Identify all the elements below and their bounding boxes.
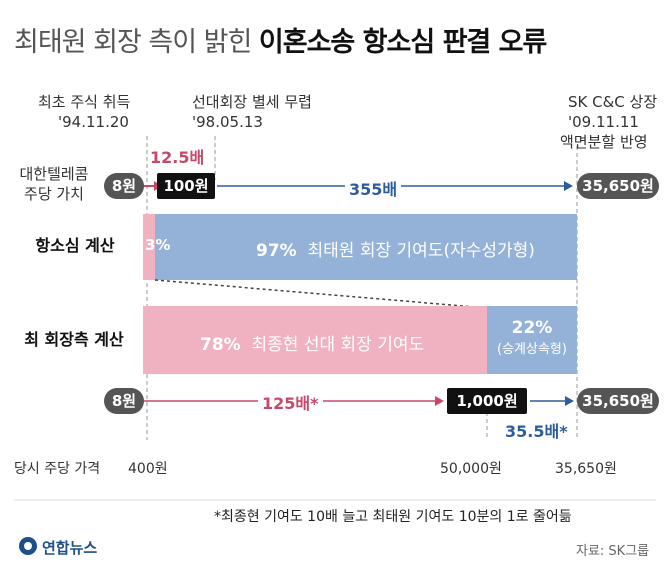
timeline-1994-date: '94.11.20 bbox=[58, 113, 129, 131]
choi-bar-right-22pct bbox=[487, 306, 577, 374]
choi-bar-left-78pct bbox=[143, 306, 487, 374]
row2-mult-red: 125배* bbox=[258, 390, 323, 414]
choi-right-desc: (승계상속형) bbox=[497, 342, 567, 357]
axis-label: 당시 주당 가격 bbox=[14, 461, 101, 477]
row1-label: 대한텔레콤 주당 가치 bbox=[19, 165, 89, 203]
title-part1: 최태원 회장 측이 밝힌 bbox=[14, 27, 252, 58]
source-text: 자료: SK그룹 bbox=[576, 544, 650, 559]
choi-right-pct: 22% bbox=[511, 318, 553, 338]
timeline-1998-date: '98.05.13 bbox=[192, 113, 263, 131]
timeline-2009-label: SK C&C 상장 bbox=[568, 93, 658, 111]
choi-left-desc: 최종현 선대 회장 기여도 bbox=[251, 335, 425, 355]
timeline-1994: 최초 주식 취득 '94.11.20 bbox=[38, 92, 130, 132]
page-title: 최태원 회장 측이 밝힌 이혼소송 항소심 판결 오류 bbox=[14, 20, 547, 59]
timeline-1998-label: 선대회장 별세 무렵 bbox=[192, 93, 312, 111]
axis-value-3: 35,650원 bbox=[555, 461, 617, 477]
choi-left-text: 78% 최종현 선대 회장 기여도 bbox=[200, 330, 424, 355]
axis-value-1: 400원 bbox=[128, 461, 168, 477]
transition-dotted-line bbox=[154, 279, 488, 309]
appeal-left-pct: 3% bbox=[145, 236, 171, 254]
row2-start-pill: 8원 bbox=[104, 388, 144, 414]
row2-mult-blue: 35.5배* bbox=[505, 422, 568, 441]
axis-value-2: 50,000원 bbox=[440, 461, 502, 477]
row2-mid-box: 1,000원 bbox=[447, 388, 527, 414]
choi-right-text: 22% (승계상속형) bbox=[487, 318, 577, 357]
appeal-right-text: 97% 최태원 회장 기여도(자수성가형) bbox=[256, 236, 535, 261]
appeal-label: 항소심 계산 bbox=[35, 236, 115, 255]
appeal-bar-right-97pct bbox=[155, 214, 577, 280]
row1-mult-red: 12.5배 bbox=[150, 148, 205, 167]
logo-text: 연합뉴스 bbox=[42, 539, 98, 557]
timeline-2009-note: 액면분할 반영 bbox=[560, 133, 648, 151]
row1-blue-arrowhead bbox=[564, 181, 573, 191]
appeal-bar-left-3pct bbox=[143, 214, 155, 280]
choi-label: 최 회장측 계산 bbox=[24, 330, 124, 349]
row1-end-pill: 35,650원 bbox=[577, 173, 659, 199]
appeal-right-pct: 97% bbox=[256, 241, 297, 261]
row1-mid-box: 100원 bbox=[157, 173, 215, 199]
timeline-2009-date: '09.11.11 bbox=[568, 113, 639, 131]
footnote: *최종현 기여도 10배 늘고 최태원 기여도 10분의 1로 줄어듦 bbox=[214, 509, 572, 525]
row2-red-arrowhead bbox=[435, 396, 444, 406]
timeline-1994-label: 최초 주식 취득 bbox=[38, 93, 131, 111]
row2-blue-arrowhead bbox=[565, 396, 574, 406]
timeline-2009: SK C&C 상장 '09.11.11 액면분할 반영 bbox=[540, 92, 657, 152]
timeline-1998: 선대회장 별세 무렵 '98.05.13 bbox=[192, 92, 312, 132]
title-part2: 이혼소송 항소심 판결 오류 bbox=[258, 27, 547, 58]
row1-start-pill: 8원 bbox=[104, 173, 144, 199]
appeal-right-desc: 최태원 회장 기여도(자수성가형) bbox=[307, 241, 535, 261]
row1-mult-blue: 355배 bbox=[345, 176, 402, 200]
choi-left-pct: 78% bbox=[200, 335, 241, 355]
row2-end-pill: 35,650원 bbox=[577, 388, 659, 414]
